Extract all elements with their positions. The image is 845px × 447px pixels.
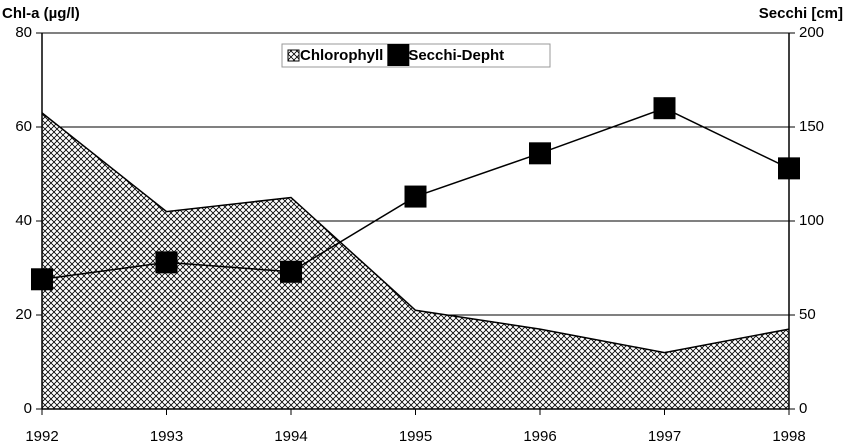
marker (155, 251, 178, 274)
x-tick-label: 1993 (150, 428, 183, 445)
y-tick-label: 60 (15, 118, 32, 135)
y2-tick-label: 200 (799, 24, 824, 41)
y-tick-label: 40 (15, 212, 32, 229)
y-tick-label: 20 (15, 306, 32, 323)
x-tick-label: 1997 (648, 428, 681, 445)
area (42, 112, 789, 410)
x-tick-label: 1996 (523, 428, 556, 445)
x-tick-label: 1992 (25, 428, 58, 445)
y2-tick-label: 150 (799, 118, 824, 135)
marker (529, 142, 551, 165)
y-axis-title: Chl-a (µg/l) (2, 5, 80, 22)
legend-box (281, 43, 551, 68)
legend: Chlorophyll Secchi-Depht (281, 43, 551, 68)
y2-tick-label: 100 (799, 212, 824, 229)
y-tick-label: 0 (24, 400, 32, 417)
y2-tick-label: 0 (799, 400, 807, 417)
x-tick-label: 1994 (274, 428, 307, 445)
legend-label: Secchi-Depht (408, 47, 504, 64)
marker (653, 97, 676, 120)
y2-tick-label: 50 (799, 306, 816, 323)
x-tick-label: 1998 (772, 428, 805, 445)
y2-axis-title: Secchi [cm] (759, 5, 843, 22)
marker (280, 260, 302, 283)
legend-swatch (387, 44, 410, 66)
legend-label: Chlorophyll (300, 47, 383, 64)
x-tick-label: 1995 (399, 428, 432, 445)
area-edge (41, 112, 790, 354)
legend-swatch (287, 49, 300, 62)
y-tick-label: 80 (15, 24, 32, 41)
marker (404, 185, 427, 208)
